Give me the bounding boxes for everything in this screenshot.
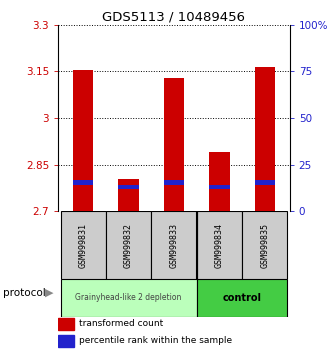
Bar	[106, 211, 151, 279]
Text: Grainyhead-like 2 depletion: Grainyhead-like 2 depletion	[76, 293, 182, 302]
Bar	[73, 70, 94, 211]
Bar	[61, 279, 197, 316]
Text: transformed count: transformed count	[79, 320, 164, 329]
Bar	[254, 67, 275, 211]
Bar	[164, 180, 184, 185]
Bar	[254, 180, 275, 185]
Bar	[209, 185, 229, 189]
Bar	[58, 335, 75, 347]
Bar	[164, 78, 184, 211]
Bar	[242, 211, 287, 279]
Text: GSM999833: GSM999833	[169, 223, 178, 268]
Bar	[197, 211, 242, 279]
Text: GSM999831: GSM999831	[79, 223, 88, 268]
Text: control: control	[222, 293, 261, 303]
Text: percentile rank within the sample: percentile rank within the sample	[79, 336, 232, 346]
Bar	[151, 211, 197, 279]
Text: protocol: protocol	[3, 287, 46, 298]
Text: ▶: ▶	[45, 287, 54, 298]
Bar	[61, 211, 106, 279]
Bar	[58, 318, 75, 330]
Bar	[119, 179, 139, 211]
Text: GSM999835: GSM999835	[260, 223, 269, 268]
Bar	[119, 185, 139, 189]
Text: GSM999834: GSM999834	[215, 223, 224, 268]
Bar	[197, 279, 287, 316]
Bar	[209, 152, 229, 211]
Text: GSM999832: GSM999832	[124, 223, 133, 268]
Title: GDS5113 / 10489456: GDS5113 / 10489456	[103, 11, 245, 24]
Bar	[73, 180, 94, 185]
